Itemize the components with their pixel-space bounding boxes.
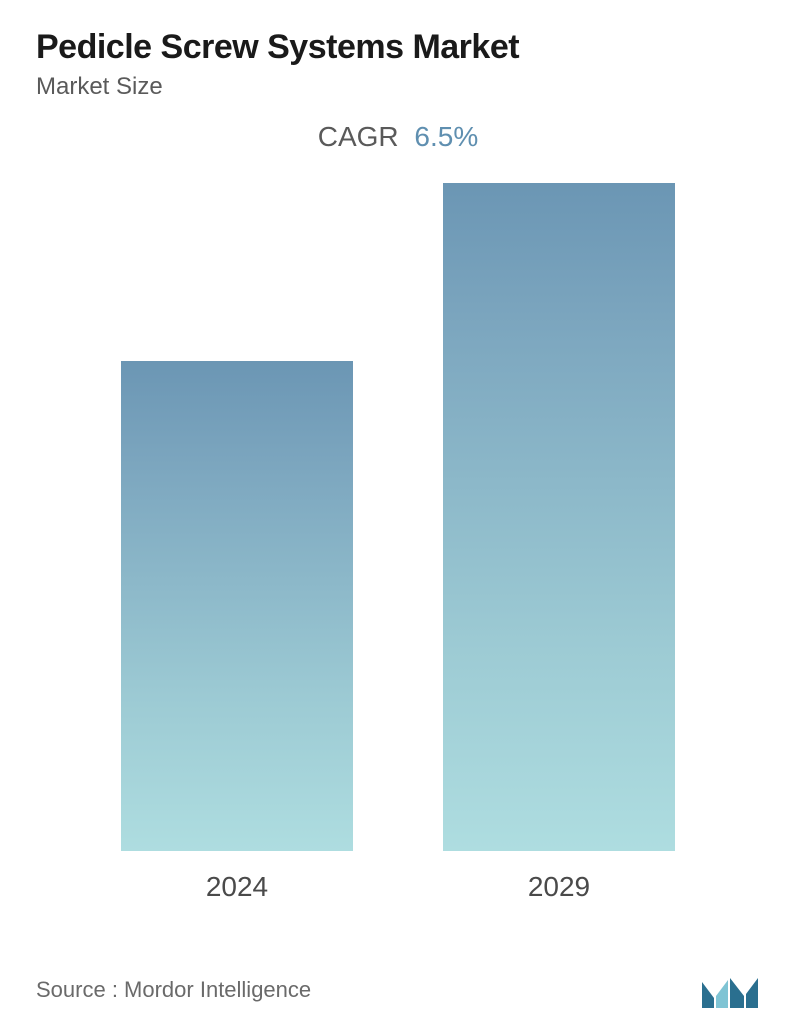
- chart-title: Pedicle Screw Systems Market: [36, 28, 760, 67]
- bar-2029: [443, 183, 675, 851]
- bar-2024: [121, 361, 353, 851]
- chart-area: 2024 2029: [36, 183, 760, 903]
- cagr-label: CAGR: [318, 121, 399, 152]
- chart-subtitle: Market Size: [36, 73, 760, 101]
- source-text: Source : Mordor Intelligence: [36, 977, 311, 1003]
- chart-container: Pedicle Screw Systems Market Market Size…: [0, 0, 796, 1034]
- mordor-logo-icon: [700, 970, 760, 1010]
- chart-footer: Source : Mordor Intelligence: [36, 970, 760, 1010]
- year-label-2024: 2024: [121, 871, 353, 903]
- x-axis-labels: 2024 2029: [36, 871, 760, 903]
- cagr-row: CAGR 6.5%: [36, 121, 760, 153]
- cagr-value: 6.5%: [414, 121, 478, 152]
- year-label-2029: 2029: [443, 871, 675, 903]
- bars-group: [36, 183, 760, 851]
